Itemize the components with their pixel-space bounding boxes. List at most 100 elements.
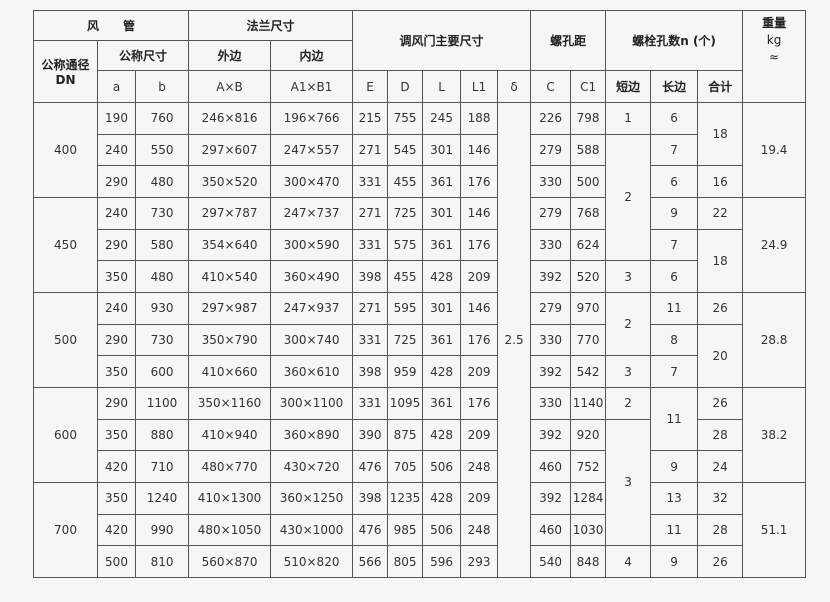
long-side-cell: 9 (650, 196, 699, 230)
cell-b: 880 (134, 418, 190, 452)
header-short: 短边 (605, 70, 652, 103)
cell-c1: 500 (570, 165, 607, 198)
header-long: 长边 (650, 70, 699, 103)
cell-c: 392 (530, 260, 572, 293)
cell-c: 460 (530, 450, 572, 483)
cell-axb: 410×1300 (188, 481, 272, 515)
long-side-cell: 6 (650, 102, 699, 135)
cell-a1xb1: 430×1000 (270, 513, 354, 547)
header-inner: 内边 (270, 40, 354, 71)
table-row: 420 990 480×1050 430×1000 476 985 506 248 460 103… (34, 513, 806, 547)
cell-a: 290 (97, 386, 136, 420)
cell-axb: 350×790 (188, 323, 272, 357)
cell-e: 331 (352, 228, 389, 262)
table-row: 290 730 350×790 300×740 331 725 361 176 330 770 8 2… (34, 323, 806, 388)
table-body: 400 190 760 246×816 196×766 215 755 245 188 2.5 22… (33, 101, 807, 579)
long-side-cell: 9 (650, 450, 699, 483)
cell-c: 460 (530, 513, 572, 547)
cell-c1: 542 (570, 355, 607, 388)
total-cell: 18 (697, 101, 744, 167)
weight-cell: 51.1 (742, 481, 807, 579)
cell-a1xb1: 247×557 (270, 133, 354, 167)
cell-l: 506 (422, 513, 462, 547)
cell-c1: 1140 (570, 386, 607, 420)
cell-l1: 293 (460, 545, 499, 578)
cell-d: 455 (387, 165, 424, 198)
total-cell: 18 (697, 228, 744, 293)
cell-l: 361 (422, 386, 462, 420)
cell-a1xb1: 360×1250 (270, 481, 354, 515)
header-l: L (422, 70, 462, 103)
cell-c: 392 (530, 355, 572, 388)
long-side-cell: 6 (650, 165, 699, 198)
weight-cell: 38.2 (742, 386, 807, 483)
cell-c1: 970 (570, 291, 607, 325)
cell-b: 990 (134, 513, 190, 547)
cell-c: 330 (530, 323, 572, 357)
cell-axb: 410×940 (188, 418, 272, 452)
total-cell: 28 (697, 513, 744, 547)
cell-b: 1240 (134, 481, 190, 515)
header-a: a (97, 70, 136, 103)
header-total: 合计 (697, 70, 744, 103)
table-row: 500 810 560×870 510×820 566 805 596 293 540 848 4 9… (34, 545, 806, 578)
cell-e: 271 (352, 196, 389, 230)
weight-unit: kg (766, 33, 782, 47)
cell-c1: 848 (570, 545, 607, 578)
cell-e: 398 (352, 260, 389, 293)
header-nominal: 公称尺寸 (96, 40, 190, 71)
header-flange: 法兰尺寸 (188, 10, 354, 41)
header-duct: 风 管 (32, 10, 190, 41)
cell-a: 350 (97, 481, 136, 515)
cell-e: 271 (352, 291, 389, 325)
cell-axb: 350×1160 (188, 386, 272, 420)
short-side-cell: 3 (605, 355, 652, 388)
cell-l: 428 (422, 481, 462, 515)
header-l1: L1 (460, 70, 499, 103)
cell-l: 361 (422, 323, 462, 357)
header-axb: A×B (188, 70, 272, 103)
table-row: 350 480 410×540 360×490 398 455 428 209 392 520 3 6 (34, 260, 806, 293)
cell-axb: 480×1050 (188, 513, 272, 547)
weight-label: 重量 (762, 16, 787, 30)
cell-d: 455 (387, 260, 424, 293)
cell-b: 760 (134, 102, 190, 135)
dn-cell: 500 (33, 291, 98, 388)
cell-a: 290 (97, 323, 136, 357)
cell-c: 279 (530, 196, 572, 230)
header-delta: δ (497, 70, 532, 103)
cell-c: 226 (530, 102, 572, 135)
header-pitch: 螺孔距 (530, 10, 607, 71)
table-row: 450 240 730 297×787 247×737 271 725 301 146 279 76… (33, 196, 807, 293)
cell-a: 420 (97, 513, 136, 547)
weight-approx: ≈ (769, 50, 780, 64)
cell-a: 190 (97, 102, 136, 135)
short-side-cell: 3 (605, 418, 652, 547)
cell-b: 480 (134, 260, 190, 293)
cell-a: 240 (97, 291, 136, 325)
long-side-cell: 11 (650, 513, 699, 547)
cell-l1: 146 (460, 291, 499, 325)
total-cell: 16 (697, 165, 744, 198)
cell-axb: 350×520 (188, 165, 272, 198)
table-row: 350 880 410×940 360×890 390 875 428 209 392 920 3 2… (34, 418, 806, 547)
dn-cell: 450 (33, 196, 98, 293)
long-side-cell: 8 (650, 323, 699, 357)
cell-axb: 246×816 (188, 102, 272, 135)
cell-c: 279 (530, 291, 572, 325)
table-row: 700 350 1240 410×1300 360×1250 398 1235 428 209 3… (33, 481, 807, 579)
short-side-cell: 4 (605, 545, 652, 578)
cell-e: 476 (352, 513, 389, 547)
long-side-cell: 13 (650, 481, 699, 515)
cell-l1: 209 (460, 260, 499, 293)
cell-a: 420 (97, 450, 136, 483)
cell-a1xb1: 430×720 (270, 450, 354, 483)
header-e: E (352, 70, 389, 103)
cell-d: 545 (387, 133, 424, 167)
cell-c: 330 (530, 386, 572, 420)
table-row: 420 710 480×770 430×720 476 705 506 248 460 752 9 2… (34, 450, 806, 483)
long-side-cell: 11 (650, 386, 699, 452)
cell-e: 398 (352, 481, 389, 515)
cell-a: 240 (97, 133, 136, 167)
header-d: D (387, 70, 424, 103)
